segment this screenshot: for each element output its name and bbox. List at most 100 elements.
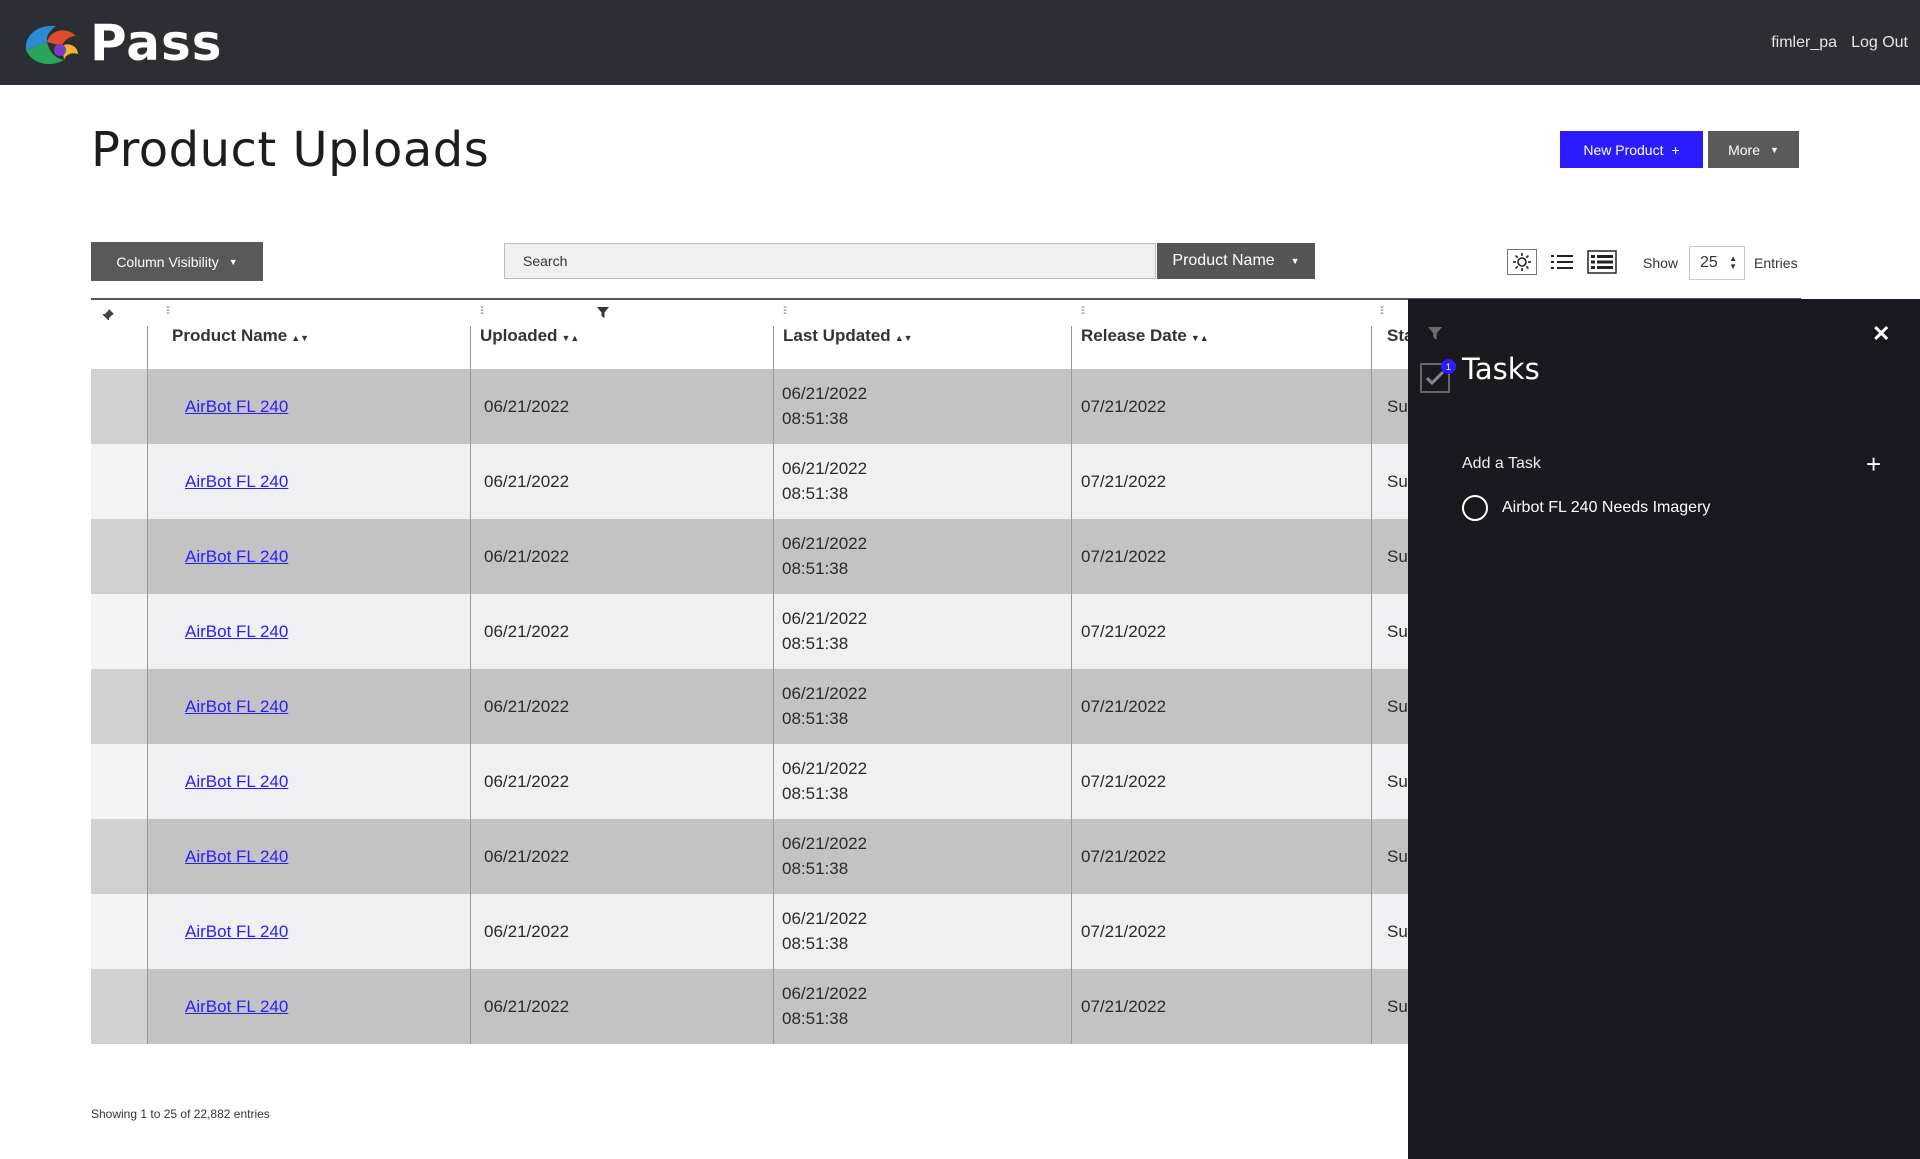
- column-resize-handle-icon[interactable]: ⫶⫶: [1081, 306, 1085, 317]
- status-cell: Su: [1387, 772, 1408, 791]
- caret-down-icon: ▼: [1769, 144, 1779, 155]
- column-header-product-name[interactable]: Product Name ▲▼: [172, 326, 310, 345]
- spinner-arrows-icon: ▲ ▼: [1729, 254, 1737, 271]
- pin-cell: [91, 894, 148, 969]
- release-date-cell: 07/21/2022: [1081, 847, 1167, 866]
- column-header-status[interactable]: Sta: [1387, 326, 1414, 345]
- table-row[interactable]: AirBot FL 240 06/21/2022 06/21/2022 08:51:3…: [91, 669, 1409, 744]
- tasks-title: Tasks: [1462, 352, 1540, 386]
- entries-per-page-select[interactable]: 25 ▲ ▼: [1689, 246, 1745, 280]
- product-link[interactable]: AirBot FL 240: [185, 472, 289, 491]
- column-resize-handle-icon[interactable]: ⫶⫶: [783, 306, 787, 317]
- table-row[interactable]: AirBot FL 240 06/21/2022 06/21/2022 08:51:3…: [91, 369, 1409, 444]
- filter-icon[interactable]: [597, 307, 609, 319]
- column-header-last-updated[interactable]: Last Updated ▲▼: [783, 326, 913, 345]
- task-radio-toggle[interactable]: [1462, 495, 1488, 521]
- column-header-uploaded[interactable]: Uploaded ▼▲: [480, 326, 580, 345]
- product-name-cell: AirBot FL 240: [185, 919, 288, 944]
- column-header-release-date[interactable]: Release Date ▼▲: [1081, 326, 1209, 345]
- last-updated-time-cell: 08:51:38: [782, 1009, 849, 1028]
- search-field-select[interactable]: Product Name ▼: [1157, 243, 1315, 279]
- release-date-cell: 07/21/2022: [1081, 472, 1167, 491]
- close-icon[interactable]: ✕: [1872, 321, 1891, 346]
- table-row[interactable]: AirBot FL 240 06/21/2022 06/21/2022 08:51:3…: [91, 744, 1409, 819]
- product-name-cell: AirBot FL 240: [185, 619, 288, 644]
- table-row[interactable]: AirBot FL 240 06/21/2022 06/21/2022 08:51:3…: [91, 819, 1409, 894]
- product-name-cell: AirBot FL 240: [185, 844, 288, 869]
- last-updated-time-cell: 08:51:38: [782, 409, 849, 428]
- uploaded-cell: 06/21/2022: [484, 547, 570, 566]
- product-link[interactable]: AirBot FL 240: [185, 697, 289, 716]
- table-info: Showing 1 to 25 of 22,882 entries: [91, 1107, 270, 1121]
- column-visibility-label: Column Visibility: [116, 253, 219, 270]
- release-date-cell: 07/21/2022: [1081, 547, 1167, 566]
- pin-cell: [91, 819, 148, 894]
- uploaded-cell: 06/21/2022: [484, 772, 570, 791]
- tasks-panel: ✕ 1 Tasks Add a Task + Airbot FL 240 Nee…: [1408, 299, 1920, 1159]
- pass-logo-icon[interactable]: [20, 20, 84, 70]
- product-name-cell: AirBot FL 240: [185, 769, 288, 794]
- sort-desc-icon: ▲▼: [291, 333, 310, 343]
- product-link[interactable]: AirBot FL 240: [185, 772, 289, 791]
- table-row[interactable]: AirBot FL 240 06/21/2022 06/21/2022 08:51:3…: [91, 444, 1409, 519]
- more-button[interactable]: More ▼: [1708, 131, 1799, 168]
- product-name-cell: AirBot FL 240: [185, 394, 288, 419]
- pin-cell: [91, 669, 148, 744]
- product-link[interactable]: AirBot FL 240: [185, 997, 289, 1016]
- add-task-button[interactable]: +: [1866, 449, 1882, 479]
- column-resize-handle-icon[interactable]: ⫶⫶: [480, 306, 484, 317]
- pin-cell: [91, 594, 148, 669]
- release-date-cell: 07/21/2022: [1081, 772, 1167, 791]
- release-date-cell: 07/21/2022: [1081, 622, 1167, 641]
- status-cell: Su: [1387, 622, 1408, 641]
- new-product-button[interactable]: New Product +: [1560, 131, 1703, 168]
- list-icon: [1551, 255, 1573, 269]
- detail-list-view-button[interactable]: [1587, 249, 1617, 275]
- table-row[interactable]: AirBot FL 240 06/21/2022 06/21/2022 08:51:3…: [91, 894, 1409, 969]
- filter-icon[interactable]: [1428, 327, 1442, 341]
- column-resize-handle-icon[interactable]: ⫶⫶: [166, 306, 170, 317]
- more-label: More: [1728, 141, 1760, 158]
- table-row[interactable]: AirBot FL 240 06/21/2022 06/21/2022 08:51:3…: [91, 969, 1409, 1044]
- last-updated-time-cell: 08:51:38: [782, 934, 849, 953]
- column-resize-handle-icon[interactable]: ⫶⫶: [1380, 306, 1384, 317]
- pin-icon[interactable]: [101, 308, 115, 322]
- table-row[interactable]: AirBot FL 240 06/21/2022 06/21/2022 08:51:3…: [91, 519, 1409, 594]
- task-item[interactable]: Airbot FL 240 Needs Imagery: [1462, 495, 1710, 521]
- caret-down-icon: ▼: [1290, 256, 1300, 266]
- column-divider: [147, 326, 148, 1044]
- top-navbar: Pass fimler_pa Log Out: [0, 0, 1920, 85]
- username[interactable]: fimler_pa: [1771, 34, 1837, 51]
- last-updated-date-cell: 06/21/2022: [782, 834, 868, 853]
- plus-icon: +: [1671, 141, 1680, 158]
- uploaded-cell: 06/21/2022: [484, 997, 570, 1016]
- column-divider: [773, 326, 774, 1044]
- product-link[interactable]: AirBot FL 240: [185, 922, 289, 941]
- task-label: Airbot FL 240 Needs Imagery: [1502, 499, 1711, 516]
- product-name-cell: AirBot FL 240: [185, 469, 288, 494]
- product-link[interactable]: AirBot FL 240: [185, 397, 289, 416]
- product-link[interactable]: AirBot FL 240: [185, 847, 289, 866]
- column-divider: [470, 326, 471, 1044]
- product-link[interactable]: AirBot FL 240: [185, 547, 289, 566]
- brand-name[interactable]: Pass: [90, 14, 223, 72]
- pin-cell: [91, 444, 148, 519]
- brightness-toggle[interactable]: [1507, 249, 1537, 275]
- last-updated-date-cell: 06/21/2022: [782, 384, 868, 403]
- last-updated-time-cell: 08:51:38: [782, 634, 849, 653]
- caret-down-icon: ▼: [228, 256, 238, 267]
- logout-link[interactable]: Log Out: [1851, 34, 1908, 51]
- show-label: Show: [1643, 255, 1679, 271]
- search-field-label: Product Name: [1172, 252, 1275, 269]
- last-updated-time-cell: 08:51:38: [782, 709, 849, 728]
- search-input[interactable]: [504, 243, 1156, 279]
- table-row[interactable]: AirBot FL 240 06/21/2022 06/21/2022 08:51:3…: [91, 594, 1409, 669]
- last-updated-date-cell: 06/21/2022: [782, 609, 868, 628]
- uploaded-cell: 06/21/2022: [484, 622, 570, 641]
- product-link[interactable]: AirBot FL 240: [185, 622, 289, 641]
- column-visibility-button[interactable]: Column Visibility ▼: [91, 242, 263, 281]
- release-date-cell: 07/21/2022: [1081, 997, 1167, 1016]
- sort-icon: ▼▲: [561, 333, 580, 343]
- status-cell: Su: [1387, 397, 1408, 416]
- list-view-button[interactable]: [1547, 249, 1577, 275]
